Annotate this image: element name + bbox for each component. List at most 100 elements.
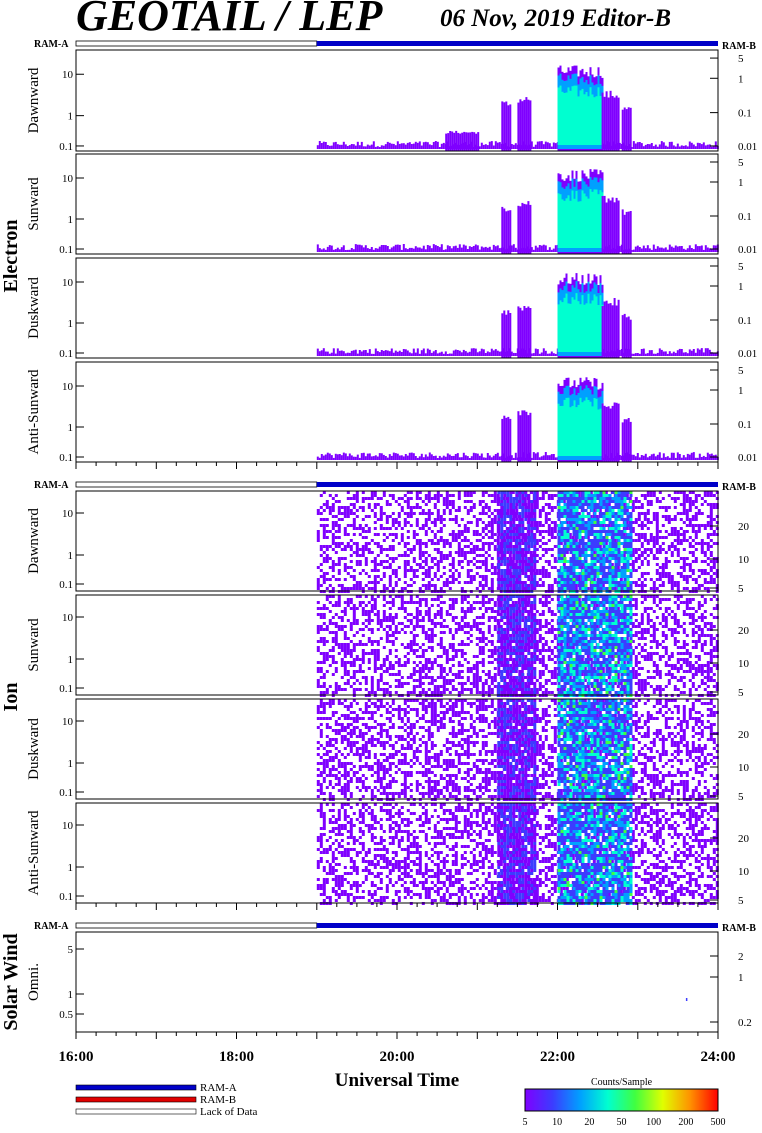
heatmap-cell [395, 613, 398, 616]
heatmap-cell [317, 587, 320, 590]
heatmap-cell [317, 145, 319, 149]
heatmap-cell [353, 613, 356, 616]
heatmap-cell [365, 557, 368, 560]
right-tick-label: 20 [738, 521, 750, 533]
heatmap-cell [371, 509, 374, 512]
heatmap-cell [677, 536, 680, 539]
heatmap-cell [404, 563, 407, 566]
heatmap-cell [624, 548, 627, 551]
heatmap-cell [647, 353, 649, 356]
heatmap-cell [458, 536, 461, 539]
heatmap-cell [674, 530, 677, 533]
heatmap-cell [479, 503, 482, 506]
heatmap-cell [530, 539, 533, 542]
heatmap-cell [391, 456, 393, 460]
heatmap-cell [326, 548, 329, 551]
heatmap-cell [567, 497, 570, 500]
heatmap-cell [518, 551, 521, 554]
heatmap-cell [698, 542, 701, 545]
heatmap-cell [683, 512, 686, 515]
heatmap-cell [404, 521, 407, 524]
heatmap-cell [329, 566, 332, 569]
heatmap-cell [561, 500, 564, 503]
heatmap-cell [349, 250, 351, 252]
heatmap-cell [443, 581, 446, 584]
heatmap-cell [347, 587, 350, 590]
heatmap-cell [627, 554, 630, 557]
heatmap-cell [367, 248, 369, 252]
heatmap-cell [338, 536, 341, 539]
heatmap-cell [659, 452, 661, 460]
heatmap-cell [461, 551, 464, 554]
heatmap-cell [579, 500, 582, 503]
heatmap-cell [326, 607, 329, 610]
heatmap-cell [407, 646, 410, 649]
heatmap-cell [600, 190, 602, 248]
heatmap-cell [392, 673, 395, 676]
heatmap-cell [350, 587, 353, 590]
heatmap-cell [537, 349, 539, 356]
heatmap-cell [317, 685, 320, 688]
heatmap-cell [500, 503, 503, 506]
heatmap-cell [344, 670, 347, 673]
heatmap-cell [331, 353, 333, 356]
heatmap-cell [392, 557, 395, 560]
panel-label: Dawnward [26, 508, 42, 574]
heatmap-cell [385, 144, 387, 149]
heatmap-cell [467, 551, 470, 554]
heatmap-cell [323, 652, 326, 655]
heatmap-cell [437, 497, 440, 500]
heatmap-cell [380, 673, 383, 676]
heatmap-cell [567, 503, 570, 506]
heatmap-cell [635, 353, 637, 356]
heatmap-cell [567, 545, 570, 548]
heatmap-cell [542, 542, 545, 545]
heatmap-cell [497, 245, 499, 252]
heatmap-cell [632, 560, 635, 563]
heatmap-cell [715, 141, 717, 149]
heatmap-cell [503, 521, 506, 524]
heatmap-cell [515, 453, 517, 460]
heatmap-cell [564, 566, 567, 569]
heatmap-cell [630, 108, 632, 151]
heatmap-cell [606, 515, 609, 518]
heatmap-cell [518, 503, 521, 506]
heatmap-cell [554, 521, 557, 524]
heatmap-cell [606, 536, 609, 539]
heatmap-cell [338, 616, 341, 619]
heatmap-cell [689, 575, 692, 578]
heatmap-cell [361, 352, 363, 357]
heatmap-cell [697, 143, 699, 149]
heatmap-cell [644, 572, 647, 575]
heatmap-cell [524, 575, 527, 578]
heatmap-cell [609, 584, 612, 587]
heatmap-cell [392, 640, 395, 643]
heatmap-cell [482, 584, 485, 587]
heatmap-cell [440, 536, 443, 539]
heatmap-cell [701, 144, 703, 149]
heatmap-cell [603, 560, 606, 563]
heatmap-cell [609, 542, 612, 545]
heatmap-cell [701, 503, 704, 506]
heatmap-cell [350, 554, 353, 557]
heatmap-cell [449, 246, 451, 252]
heatmap-cell [338, 527, 341, 530]
plot-subtitle: 06 Nov, 2019 Editor-B [440, 5, 671, 32]
heatmap-cell [570, 201, 572, 248]
heatmap-cell [618, 563, 621, 566]
heatmap-cell [320, 554, 323, 557]
heatmap-cell [650, 533, 653, 536]
heatmap-cell [567, 575, 570, 578]
heatmap-cell [341, 661, 344, 664]
heatmap-cell [579, 536, 582, 539]
heatmap-cell [374, 664, 377, 667]
heatmap-cell [624, 314, 626, 358]
heatmap-cell [389, 533, 392, 536]
heatmap-cell [369, 146, 371, 150]
heatmap-cell [473, 551, 476, 554]
heatmap-cell [419, 625, 422, 628]
heatmap-cell [656, 497, 659, 500]
heatmap-cell [455, 246, 457, 252]
heatmap-cell [416, 655, 419, 658]
